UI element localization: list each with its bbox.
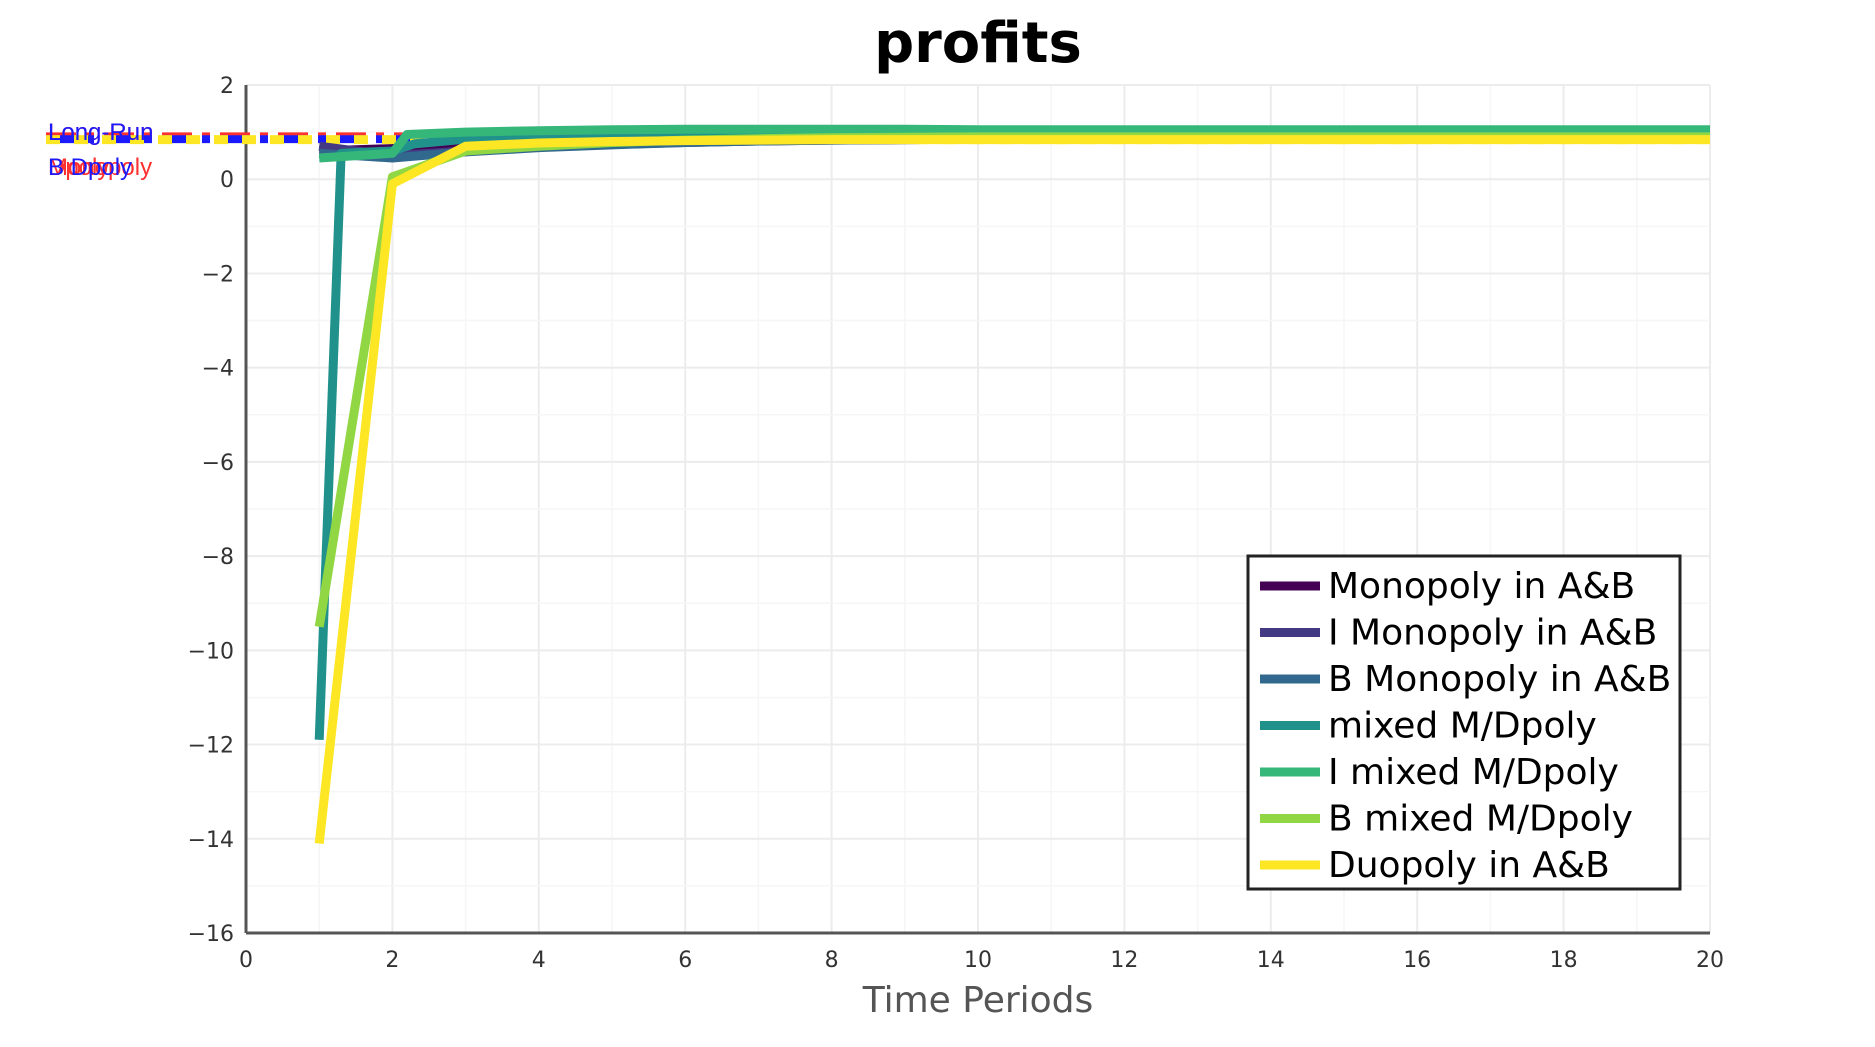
series-line — [318, 124, 1710, 163]
y-tick-label: 0 — [220, 168, 234, 193]
x-tick-label: 4 — [532, 948, 546, 973]
reference-line-label: Dpoly — [48, 154, 109, 181]
legend-label: B mixed M/Dpoly — [1328, 799, 1633, 840]
y-tick-label: 2 — [220, 74, 234, 99]
series-lines — [314, 124, 1710, 844]
legend-label: I mixed M/Dpoly — [1328, 752, 1619, 793]
y-tick-label: −4 — [202, 357, 234, 382]
x-tick-label: 14 — [1257, 948, 1285, 973]
legend-label: I Monopoly in A&B — [1328, 613, 1657, 654]
legend-label: Duopoly in A&B — [1328, 845, 1610, 886]
x-tick-label: 8 — [825, 948, 839, 973]
legend: Monopoly in A&B I Monopoly in A&B B Monopo… — [1246, 554, 1682, 891]
legend-label: mixed M/Dpoly — [1328, 706, 1597, 747]
series-line — [314, 132, 1710, 628]
series-line — [314, 135, 1710, 844]
x-axis-label: Time Periods — [862, 980, 1094, 1021]
x-tick-label: 16 — [1403, 948, 1431, 973]
x-tick-label: 12 — [1110, 948, 1138, 973]
y-tick-label: −12 — [188, 734, 234, 759]
y-tick-label: −10 — [188, 639, 234, 664]
reference-line-label: Long-Run — [48, 119, 153, 146]
x-tick-label: 0 — [239, 948, 253, 973]
reference-line-label: Long-Run — [48, 119, 153, 146]
reference-line-label: B Dpoly — [48, 154, 132, 181]
x-tick-label: 18 — [1550, 948, 1578, 973]
x-tick-label: 2 — [385, 948, 399, 973]
y-tick-label: −8 — [202, 545, 234, 570]
chart-title: profits — [874, 11, 1082, 76]
legend-label: B Monopoly in A&B — [1328, 659, 1671, 700]
x-tick-label: 6 — [678, 948, 692, 973]
legend-label: Monopoly in A&B — [1328, 566, 1635, 607]
y-tick-label: −6 — [202, 451, 234, 476]
x-tick-label: 20 — [1696, 948, 1724, 973]
y-tick-label: −2 — [202, 262, 234, 287]
x-tick-label: 10 — [964, 948, 992, 973]
axes — [244, 85, 1710, 935]
reference-line-label: Monopoly — [48, 154, 152, 181]
y-tick-label: −16 — [188, 922, 234, 947]
y-tick-label: −14 — [188, 828, 234, 853]
